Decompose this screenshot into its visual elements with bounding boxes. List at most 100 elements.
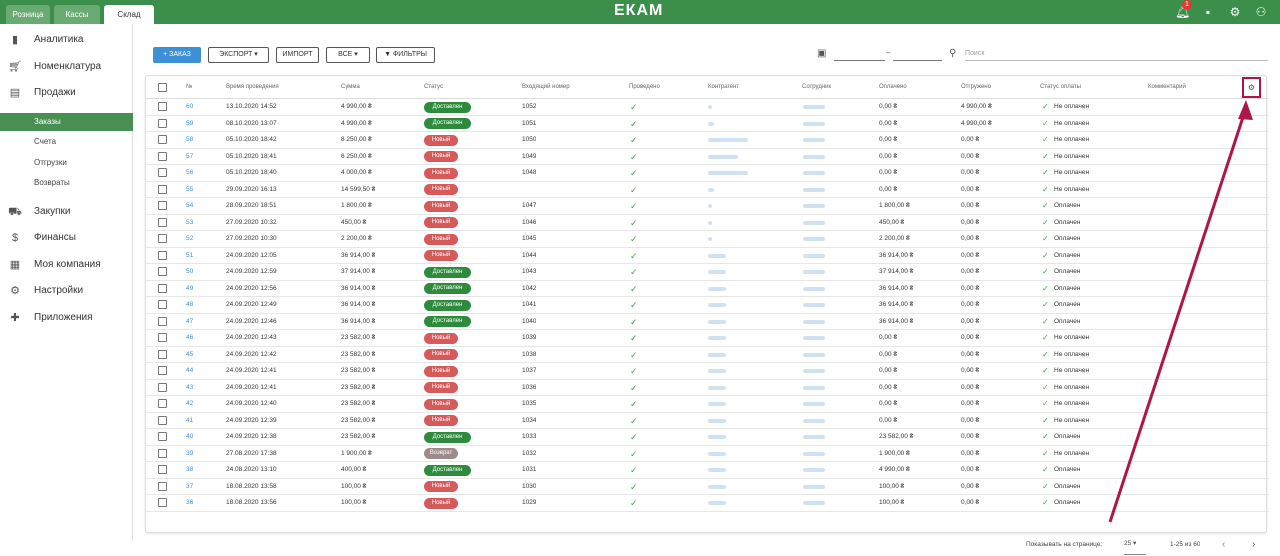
- tab-registers[interactable]: Кассы: [54, 5, 100, 24]
- filters-button[interactable]: ▼ ФИЛЬТРЫ: [376, 47, 435, 63]
- table-row[interactable]: 46 24.09.2020 12:43 23 582,00 ₴ Новый 1039 ✓ 0…: [146, 330, 1269, 347]
- add-order-button[interactable]: + ЗАКАЗ: [153, 47, 201, 63]
- per-page-select[interactable]: 25 ▾: [1124, 534, 1146, 555]
- row-checkbox[interactable]: [158, 151, 167, 161]
- order-number-link[interactable]: 49: [186, 284, 194, 292]
- sidebar-item-finance[interactable]: $ Финансы: [0, 228, 133, 248]
- order-number-link[interactable]: 41: [186, 416, 194, 424]
- row-checkbox[interactable]: [158, 217, 167, 227]
- row-checkbox[interactable]: [158, 415, 167, 425]
- row-checkbox[interactable]: [158, 333, 167, 342]
- order-number-link[interactable]: 36: [186, 499, 194, 506]
- prev-page-icon[interactable]: ‹: [1222, 539, 1226, 550]
- row-checkbox[interactable]: [158, 481, 167, 491]
- col-date[interactable]: Время проведения: [226, 84, 279, 90]
- row-checkbox[interactable]: [158, 135, 167, 144]
- sidebar-item-sales[interactable]: ▤ Продажи: [0, 83, 133, 103]
- row-checkbox[interactable]: [158, 102, 167, 111]
- user-settings-icon[interactable]: ⚇: [1255, 5, 1267, 19]
- calendar-icon[interactable]: ▣: [817, 48, 827, 59]
- row-checkbox[interactable]: [158, 465, 167, 474]
- table-row[interactable]: 41 24.09.2020 12:39 23 582,00 ₴ Новый 1034 ✓ 0…: [146, 413, 1269, 429]
- col-sum[interactable]: Сумма: [341, 84, 360, 90]
- row-checkbox[interactable]: [158, 366, 167, 375]
- sidebar-subitem-invoices[interactable]: Счета: [34, 137, 57, 146]
- column-settings-gear-icon[interactable]: ⚙: [1242, 77, 1261, 98]
- sidebar-item-analytics[interactable]: ▮ Аналитика: [0, 30, 133, 50]
- order-number-link[interactable]: 43: [186, 383, 194, 391]
- select-all-checkbox[interactable]: [158, 83, 167, 92]
- table-row[interactable]: 42 24.09.2020 12:40 23 582,00 ₴ Новый 1035 ✓ 0…: [146, 396, 1269, 413]
- col-comment[interactable]: Комментарий: [1148, 84, 1186, 90]
- table-row[interactable]: 50 24.09.2020 12:59 37 914,00 ₴ Доставлен 10…: [146, 264, 1269, 281]
- table-row[interactable]: 44 24.09.2020 12:41 23 582,00 ₴ Новый 1037 ✓ 0…: [146, 363, 1269, 380]
- table-row[interactable]: 54 28.09.2020 18:51 1 800,00 ₴ Новый 1047 ✓ 1 …: [146, 198, 1269, 215]
- row-checkbox[interactable]: [158, 267, 167, 276]
- table-row[interactable]: 47 24.09.2020 12:46 36 914,00 ₴ Доставлен 10…: [146, 314, 1269, 330]
- row-checkbox[interactable]: [158, 399, 167, 408]
- order-number-link[interactable]: 54: [186, 202, 194, 209]
- sidebar-subitem-orders[interactable]: Заказы: [0, 113, 133, 131]
- col-posted[interactable]: Проведено: [629, 84, 660, 90]
- table-row[interactable]: 55 29.09.2020 16:13 14 599,50 ₴ Новый ✓ 0,00 …: [146, 182, 1269, 198]
- sidebar-item-settings[interactable]: ⚙ Настройки: [0, 281, 133, 301]
- sidebar-item-company[interactable]: ▦ Моя компания: [0, 255, 133, 275]
- table-row[interactable]: 38 24.08.2020 13:10 400,00 ₴ Доставлен 1031 ✓…: [146, 462, 1269, 479]
- order-number-link[interactable]: 52: [186, 235, 194, 242]
- row-checkbox[interactable]: [158, 184, 167, 194]
- all-dropdown[interactable]: ВСЕ ▾: [326, 47, 370, 63]
- order-number-link[interactable]: 50: [186, 268, 194, 275]
- row-checkbox[interactable]: [158, 283, 167, 293]
- order-number-link[interactable]: 58: [186, 136, 194, 143]
- order-number-link[interactable]: 45: [186, 350, 194, 358]
- order-number-link[interactable]: 56: [186, 169, 194, 176]
- table-row[interactable]: 45 24.09.2020 12:42 23 582,00 ₴ Новый 1038 ✓ 0…: [146, 347, 1269, 363]
- order-number-link[interactable]: 46: [186, 334, 194, 341]
- order-number-link[interactable]: 42: [186, 400, 194, 407]
- table-row[interactable]: 57 05.10.2020 18:41 6 250,00 ₴ Новый 1049 ✓ 0,…: [146, 149, 1269, 165]
- export-button[interactable]: ЭКСПОРТ ▾: [208, 47, 269, 63]
- col-status[interactable]: Статус: [424, 84, 443, 90]
- row-checkbox[interactable]: [158, 498, 167, 507]
- date-to-input[interactable]: [893, 60, 942, 61]
- search-input[interactable]: Поиск: [965, 47, 1268, 61]
- row-checkbox[interactable]: [158, 168, 167, 177]
- order-number-link[interactable]: 44: [186, 367, 194, 374]
- row-checkbox[interactable]: [158, 300, 167, 309]
- table-row[interactable]: 60 13.10.2020 14:52 4 990,00 ₴ Доставлен 105…: [146, 99, 1269, 116]
- row-checkbox[interactable]: [158, 234, 167, 243]
- col-shipped[interactable]: Отгружено: [961, 84, 991, 90]
- col-employee[interactable]: Сотрудник: [802, 84, 832, 90]
- col-paid[interactable]: Оплачено: [879, 84, 907, 90]
- row-checkbox[interactable]: [158, 316, 167, 326]
- tab-retail[interactable]: Розница: [6, 5, 50, 24]
- order-number-link[interactable]: 55: [186, 185, 194, 193]
- import-button[interactable]: ИМПОРТ: [276, 47, 319, 63]
- table-row[interactable]: 51 24.09.2020 12:05 36 914,00 ₴ Новый 1044 ✓ 3…: [146, 248, 1269, 264]
- table-row[interactable]: 40 24.09.2020 12:38 23 582,00 ₴ Доставлен 10…: [146, 429, 1269, 446]
- table-row[interactable]: 58 05.10.2020 18:42 8 250,00 ₴ Новый 1050 ✓ 0,…: [146, 132, 1269, 149]
- order-number-link[interactable]: 57: [186, 152, 194, 160]
- row-checkbox[interactable]: [158, 382, 167, 392]
- row-checkbox[interactable]: [158, 448, 167, 458]
- row-checkbox[interactable]: [158, 432, 167, 441]
- tab-warehouse[interactable]: Склад: [104, 5, 154, 24]
- sidebar-item-purchases[interactable]: ⛟ Закупки: [0, 202, 133, 222]
- row-checkbox[interactable]: [158, 250, 167, 260]
- sidebar-subitem-returns[interactable]: Возвраты: [34, 178, 70, 187]
- table-row[interactable]: 49 24.09.2020 12:56 36 914,00 ₴ Доставлен 10…: [146, 281, 1269, 297]
- next-page-icon[interactable]: ›: [1252, 539, 1256, 550]
- table-row[interactable]: 43 24.09.2020 12:41 23 582,00 ₴ Новый 1036 ✓ 0…: [146, 380, 1269, 396]
- table-row[interactable]: 59 08.10.2020 13:07 4 990,00 ₴ Доставлен 105…: [146, 116, 1269, 132]
- order-number-link[interactable]: 39: [186, 449, 194, 457]
- order-number-link[interactable]: 48: [186, 301, 194, 308]
- sidebar-subitem-shipments[interactable]: Отгрузки: [34, 158, 67, 167]
- order-number-link[interactable]: 53: [186, 218, 194, 226]
- order-number-link[interactable]: 51: [186, 251, 194, 259]
- table-row[interactable]: 56 05.10.2020 18:40 4 000,00 ₴ Новый 1048 ✓ 0,…: [146, 165, 1269, 182]
- sidebar-item-catalog[interactable]: 🛒︎ Номенклатура: [0, 57, 133, 77]
- order-number-link[interactable]: 47: [186, 317, 194, 325]
- table-row[interactable]: 53 27.09.2020 10:32 450,00 ₴ Новый 1046 ✓ 450,…: [146, 215, 1269, 231]
- chat-icon[interactable]: ▪: [1205, 5, 1211, 19]
- order-number-link[interactable]: 37: [186, 482, 194, 490]
